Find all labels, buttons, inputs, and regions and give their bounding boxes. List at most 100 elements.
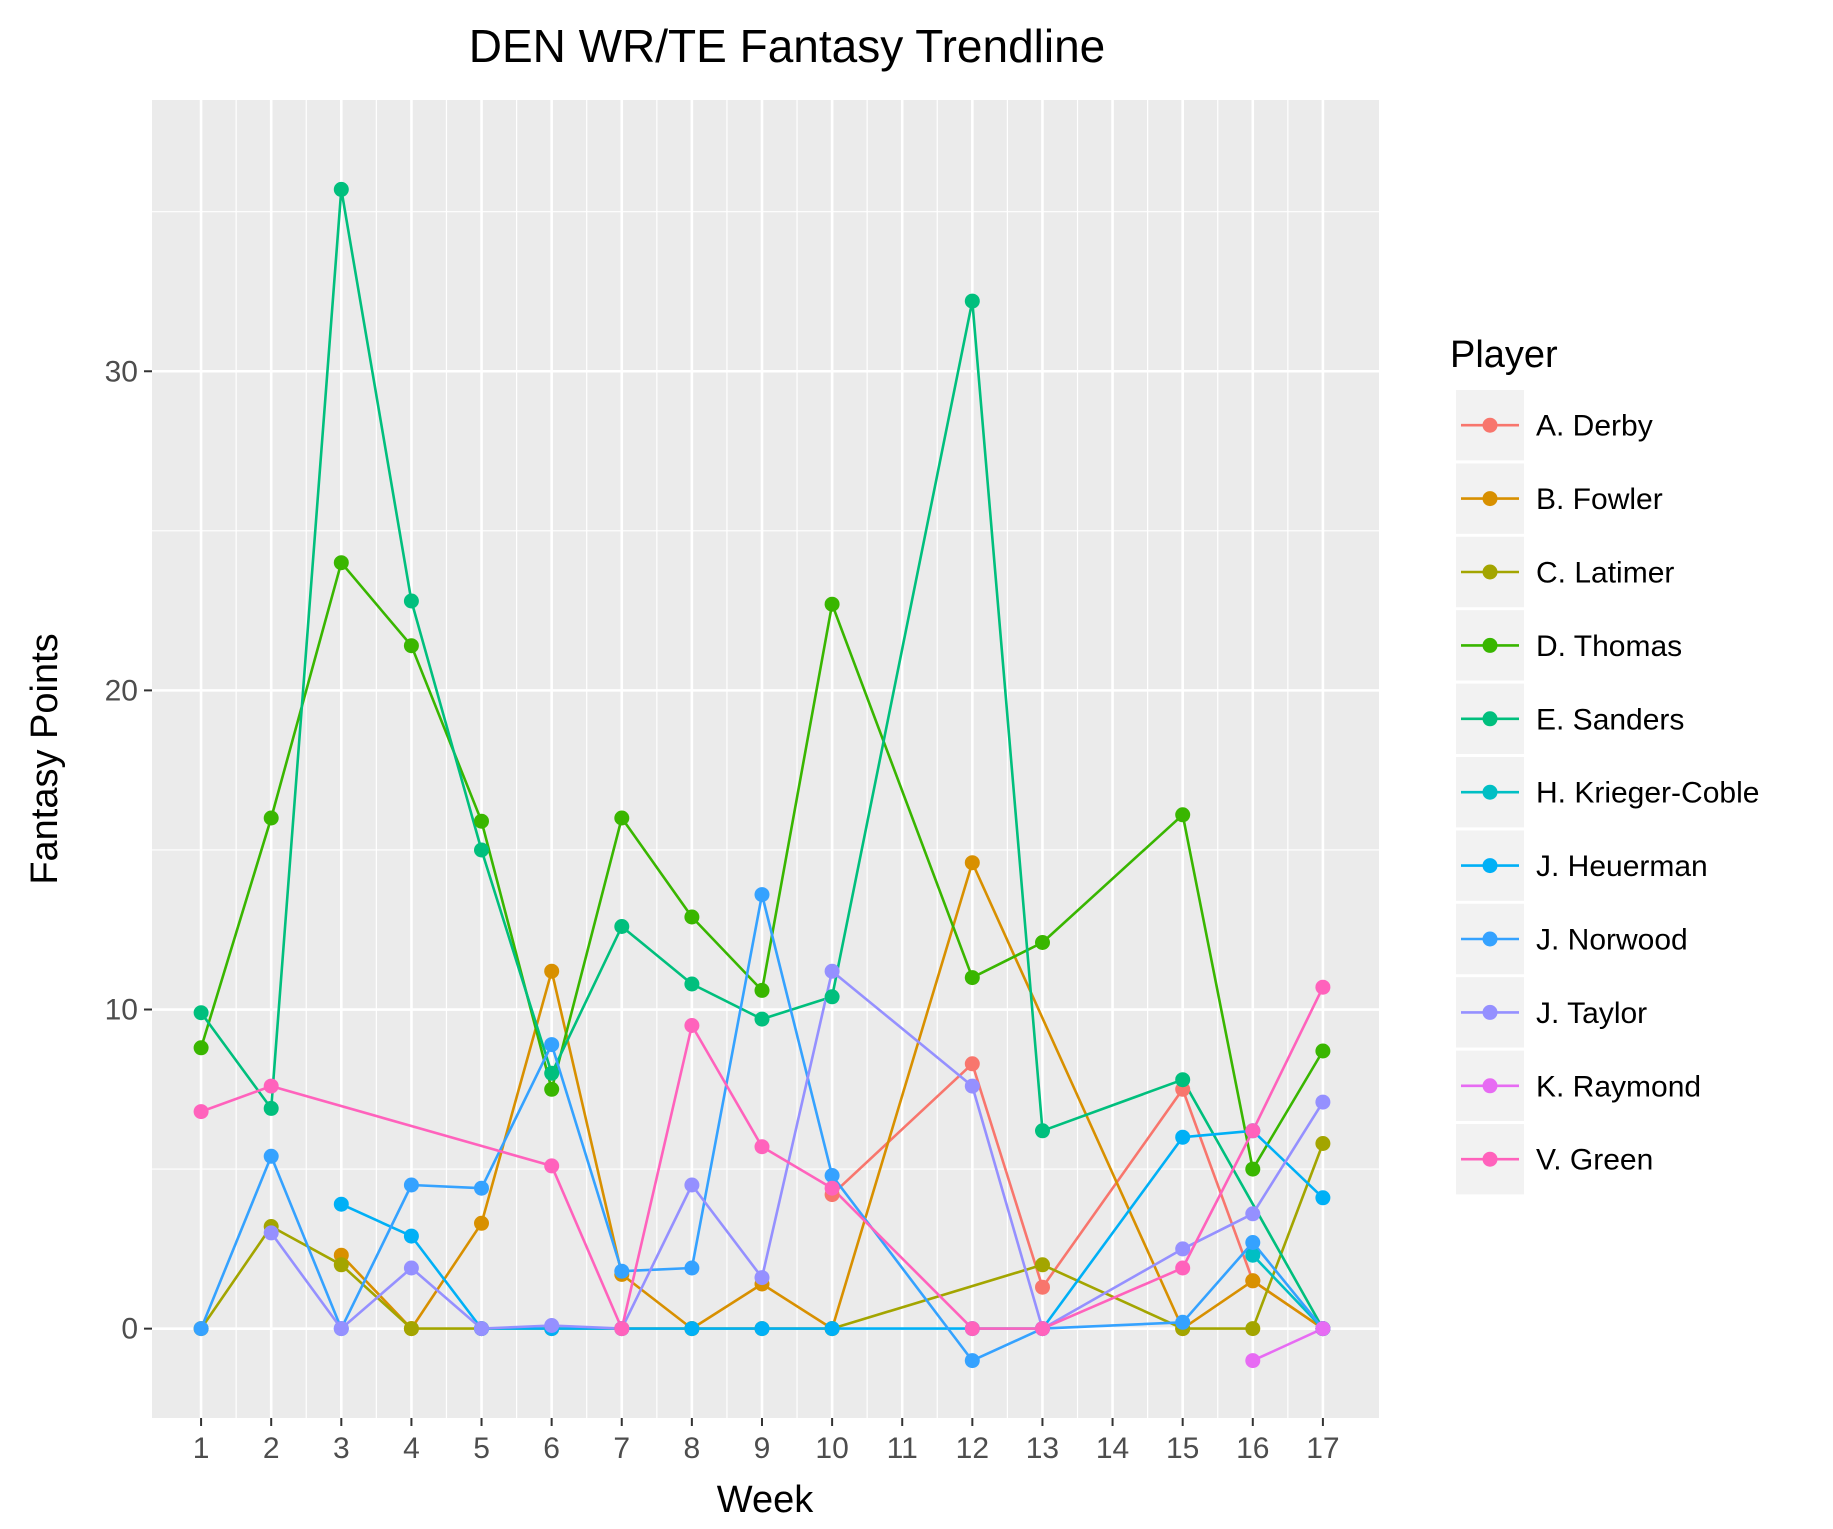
legend-label: J. Taylor <box>1536 997 1647 1030</box>
y-axis: 0 10 20 30 <box>105 355 152 1346</box>
data-point-v-green <box>193 1104 209 1120</box>
data-point-v-green <box>263 1078 279 1094</box>
series-line-e-sanders <box>200 188 1325 1330</box>
legend-label: A. Derby <box>1536 410 1653 443</box>
legend-key-point <box>1482 637 1498 653</box>
legend-key-point <box>1482 1151 1498 1167</box>
data-point-d-thomas <box>824 596 840 612</box>
data-point-v-green <box>964 1321 980 1337</box>
legend-label: J. Norwood <box>1536 924 1688 957</box>
data-point-v-green <box>754 1139 770 1155</box>
data-point-e-sanders <box>824 989 840 1005</box>
x-tick-label: 4 <box>403 1432 420 1465</box>
legend-item-b-fowler: B. Fowler <box>1456 463 1663 534</box>
x-tick-label: 16 <box>1236 1432 1269 1465</box>
data-point-e-sanders <box>474 842 489 858</box>
data-point-d-thomas <box>614 810 630 826</box>
y-axis-label: Fantasy Points <box>24 633 66 884</box>
data-point-d-thomas <box>1175 807 1191 823</box>
data-point-d-thomas <box>684 909 700 925</box>
major-gridlines <box>152 100 1379 1418</box>
data-point-j-taylor <box>333 1321 349 1337</box>
data-point-b-fowler <box>544 963 560 979</box>
legend-item-a-derby: A. Derby <box>1456 390 1653 461</box>
data-point-j-norwood <box>824 1168 840 1183</box>
data-point-j-taylor <box>474 1321 489 1337</box>
data-point-d-thomas <box>193 1040 209 1056</box>
data-point-d-thomas <box>1035 935 1050 950</box>
data-point-j-heuerman <box>333 1196 349 1212</box>
legend-key-point <box>1482 858 1498 874</box>
y-tick-label: 30 <box>105 355 138 388</box>
data-point-d-thomas <box>474 813 489 829</box>
data-point-j-norwood <box>684 1260 700 1276</box>
data-point-v-green <box>684 1018 700 1033</box>
data-point-b-fowler <box>1245 1273 1261 1289</box>
legend-item-k-raymond: K. Raymond <box>1456 1050 1701 1121</box>
data-point-k-raymond <box>1245 1353 1261 1369</box>
x-tick-label: 9 <box>754 1432 771 1465</box>
data-point-j-heuerman <box>1315 1190 1331 1206</box>
data-point-v-green <box>1245 1123 1261 1139</box>
data-point-d-thomas <box>403 638 419 654</box>
data-point-j-norwood <box>193 1321 209 1337</box>
data-point-c-latimer <box>403 1321 419 1337</box>
legend: Player A. Derby B. Fowler C. Latimer D. Tho… <box>1450 334 1759 1195</box>
chart-title: DEN WR/TE Fantasy Trendline <box>469 20 1106 72</box>
plot-panel <box>152 100 1379 1418</box>
data-point-d-thomas <box>1245 1161 1261 1177</box>
legend-item-j-taylor: J. Taylor <box>1456 977 1647 1048</box>
data-point-a-derby <box>964 1056 980 1072</box>
data-point-e-sanders <box>193 1005 209 1021</box>
data-point-v-green <box>1035 1321 1050 1337</box>
x-tick-label: 1 <box>193 1432 210 1465</box>
legend-key-point <box>1482 564 1498 580</box>
legend-item-h-krieger-coble: H. Krieger-Coble <box>1456 757 1759 828</box>
legend-label: J. Heuerman <box>1536 850 1708 883</box>
data-point-j-heuerman <box>403 1228 419 1244</box>
legend-key-point <box>1482 711 1498 727</box>
data-point-j-taylor <box>544 1318 560 1333</box>
series-line-j-taylor <box>270 969 1325 1330</box>
data-point-j-taylor <box>964 1078 980 1094</box>
data-point-j-taylor <box>1315 1094 1331 1110</box>
legend-key-point <box>1482 417 1498 433</box>
legend-key-point <box>1482 1004 1498 1020</box>
data-point-h-krieger-coble <box>1245 1247 1261 1263</box>
data-point-j-taylor <box>754 1270 770 1286</box>
data-point-j-heuerman <box>824 1321 840 1337</box>
series-line-k-raymond <box>1252 1327 1324 1362</box>
series-line-h-krieger-coble <box>1251 1254 1324 1330</box>
series-points <box>193 181 1331 1369</box>
legend-label: C. Latimer <box>1536 557 1674 590</box>
data-point-e-sanders <box>754 1011 770 1027</box>
data-point-j-taylor <box>1245 1206 1261 1222</box>
data-point-e-sanders <box>614 919 630 934</box>
x-tick-label: 14 <box>1096 1432 1129 1465</box>
data-point-c-latimer <box>1315 1136 1331 1151</box>
data-point-v-green <box>1315 979 1331 995</box>
data-point-j-norwood <box>403 1177 419 1193</box>
x-tick-label: 10 <box>815 1432 848 1465</box>
data-point-j-norwood <box>754 887 770 903</box>
legend-label: B. Fowler <box>1536 483 1663 516</box>
data-point-e-sanders <box>1175 1072 1191 1088</box>
data-point-e-sanders <box>263 1100 279 1116</box>
y-tick-label: 0 <box>121 1313 138 1346</box>
minor-gridlines <box>152 100 1379 1418</box>
data-point-d-thomas <box>544 1081 560 1097</box>
legend-key-point <box>1482 931 1498 947</box>
data-point-j-norwood <box>263 1148 279 1164</box>
data-point-e-sanders <box>403 593 419 609</box>
x-tick-label: 13 <box>1026 1432 1059 1465</box>
data-point-j-norwood <box>614 1263 630 1279</box>
data-point-v-green <box>1175 1260 1191 1276</box>
data-point-e-sanders <box>684 976 700 992</box>
data-point-j-taylor <box>403 1260 419 1276</box>
y-tick-label: 20 <box>105 674 138 707</box>
x-tick-label: 2 <box>263 1432 280 1465</box>
legend-item-d-thomas: D. Thomas <box>1456 610 1682 681</box>
x-tick-label: 12 <box>956 1432 989 1465</box>
data-point-e-sanders <box>964 293 980 309</box>
